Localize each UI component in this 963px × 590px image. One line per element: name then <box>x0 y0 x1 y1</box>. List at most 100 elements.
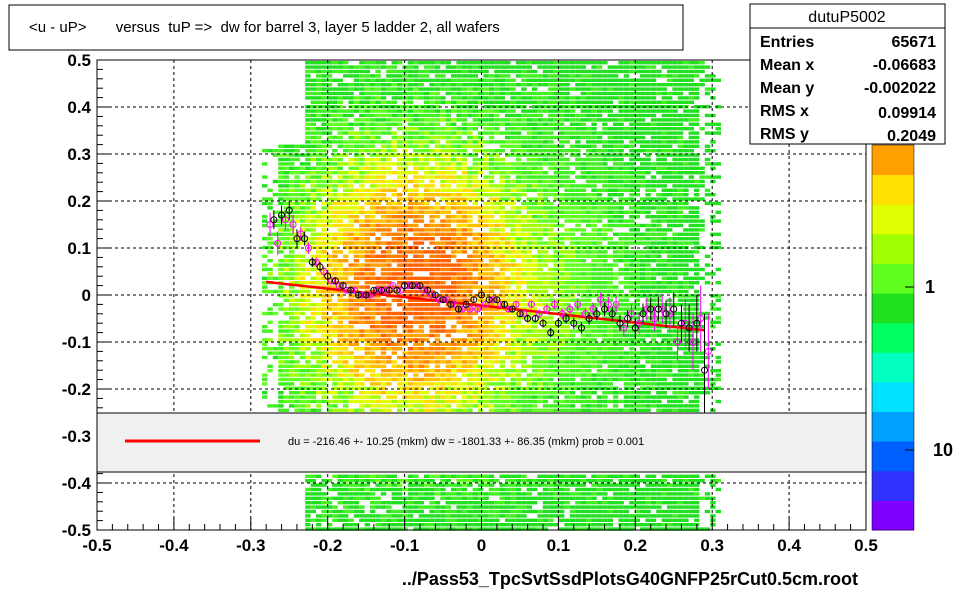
heatmap-cell <box>343 122 349 126</box>
heatmap-cell <box>407 197 414 201</box>
heatmap-cell <box>591 360 597 364</box>
heatmap-cell <box>386 166 392 170</box>
heatmap-cell <box>418 61 424 65</box>
heatmap-cell <box>526 518 532 522</box>
heatmap-cell <box>391 105 397 109</box>
heatmap-cell <box>402 254 408 258</box>
heatmap-cell <box>602 61 608 65</box>
heatmap-cell <box>532 153 538 157</box>
heatmap-cell <box>375 91 381 96</box>
heatmap-cell <box>548 294 554 298</box>
heatmap-cell <box>456 320 462 324</box>
heatmap-cell <box>505 404 511 408</box>
heatmap-cell <box>569 254 576 258</box>
heatmap-cell <box>294 175 300 179</box>
heatmap-cell <box>326 369 333 373</box>
heatmap-cell <box>564 523 570 527</box>
heatmap-cell <box>321 303 327 307</box>
heatmap-cell <box>305 127 311 131</box>
heatmap-cell <box>488 237 495 241</box>
heatmap-cell <box>542 285 549 289</box>
heatmap-cell <box>472 87 478 91</box>
heatmap-cell <box>429 241 435 245</box>
heatmap-cell <box>478 149 484 153</box>
heatmap-cell <box>483 399 489 404</box>
heatmap-cell <box>429 373 435 377</box>
heatmap-cell <box>575 61 581 65</box>
heatmap-cell <box>488 259 495 263</box>
heatmap-cell <box>478 518 484 522</box>
heatmap-cell <box>267 272 273 276</box>
heatmap-cell <box>337 316 343 320</box>
heatmap-cell <box>532 113 538 118</box>
heatmap-cell <box>348 505 354 509</box>
heatmap-cell <box>532 87 538 91</box>
heatmap-cell <box>478 408 484 412</box>
heatmap-cell <box>542 61 549 65</box>
heatmap-cell <box>305 179 311 184</box>
heatmap-cell <box>559 518 565 522</box>
heatmap-cell <box>526 338 532 342</box>
heatmap-cell <box>310 153 316 157</box>
heatmap-cell <box>483 215 489 219</box>
heatmap-cell <box>321 69 327 74</box>
heatmap-cell <box>505 509 511 514</box>
heatmap-cell <box>326 303 333 307</box>
heatmap-cell <box>510 197 516 201</box>
heatmap-cell <box>451 118 457 122</box>
heatmap-cell <box>262 219 268 223</box>
heatmap-cell <box>332 527 338 531</box>
heatmap-cell <box>553 179 559 184</box>
heatmap-cell <box>505 329 511 333</box>
heatmap-cell <box>467 505 473 509</box>
heatmap-cell <box>310 188 316 192</box>
heatmap-cell <box>440 193 446 197</box>
heatmap-cell <box>456 272 462 276</box>
heatmap-cell <box>299 298 306 302</box>
heatmap-cell <box>321 373 327 377</box>
heatmap-cell <box>478 259 484 263</box>
heatmap-cell <box>580 241 586 245</box>
heatmap-cell <box>499 91 505 96</box>
heatmap-cell <box>483 325 489 329</box>
heatmap-cell <box>483 118 489 122</box>
heatmap-cell <box>559 474 565 478</box>
heatmap-cell <box>483 263 489 267</box>
heatmap-cell <box>456 100 462 104</box>
heatmap-cell <box>370 492 376 496</box>
heatmap-cell <box>434 245 441 250</box>
heatmap-cell <box>445 149 451 153</box>
heatmap-cell <box>413 527 419 531</box>
heatmap-cell <box>488 316 495 320</box>
heatmap-cell <box>586 347 592 351</box>
heatmap-cell <box>391 188 397 192</box>
heatmap-cell <box>553 162 559 166</box>
heatmap-cell <box>391 487 397 492</box>
heatmap-cell <box>451 241 457 245</box>
heatmap-cell <box>451 364 457 368</box>
heatmap-cell <box>537 338 543 342</box>
heatmap-cell <box>505 527 511 531</box>
heatmap-cell <box>310 223 316 228</box>
heatmap-cell <box>397 87 403 91</box>
heatmap-cell <box>499 474 505 478</box>
heatmap-cell <box>413 369 419 373</box>
heatmap-cell <box>326 342 333 346</box>
heatmap-cell <box>456 496 462 500</box>
heatmap-cell <box>602 223 608 228</box>
heatmap-cell <box>451 83 457 87</box>
heatmap-cell <box>440 267 446 272</box>
heatmap-cell <box>461 113 468 118</box>
heatmap-cell <box>375 501 381 505</box>
heatmap-cell <box>456 527 462 531</box>
heatmap-cell <box>380 184 387 188</box>
heatmap-cell <box>526 501 532 505</box>
heatmap-cell <box>397 91 403 96</box>
heatmap-cell <box>343 355 349 360</box>
heatmap-cell <box>370 298 376 302</box>
heatmap-cell <box>542 100 549 104</box>
heatmap-cell <box>434 100 441 104</box>
heatmap-cell <box>478 527 484 531</box>
heatmap-cell <box>402 351 408 355</box>
heatmap-cell <box>353 96 360 100</box>
